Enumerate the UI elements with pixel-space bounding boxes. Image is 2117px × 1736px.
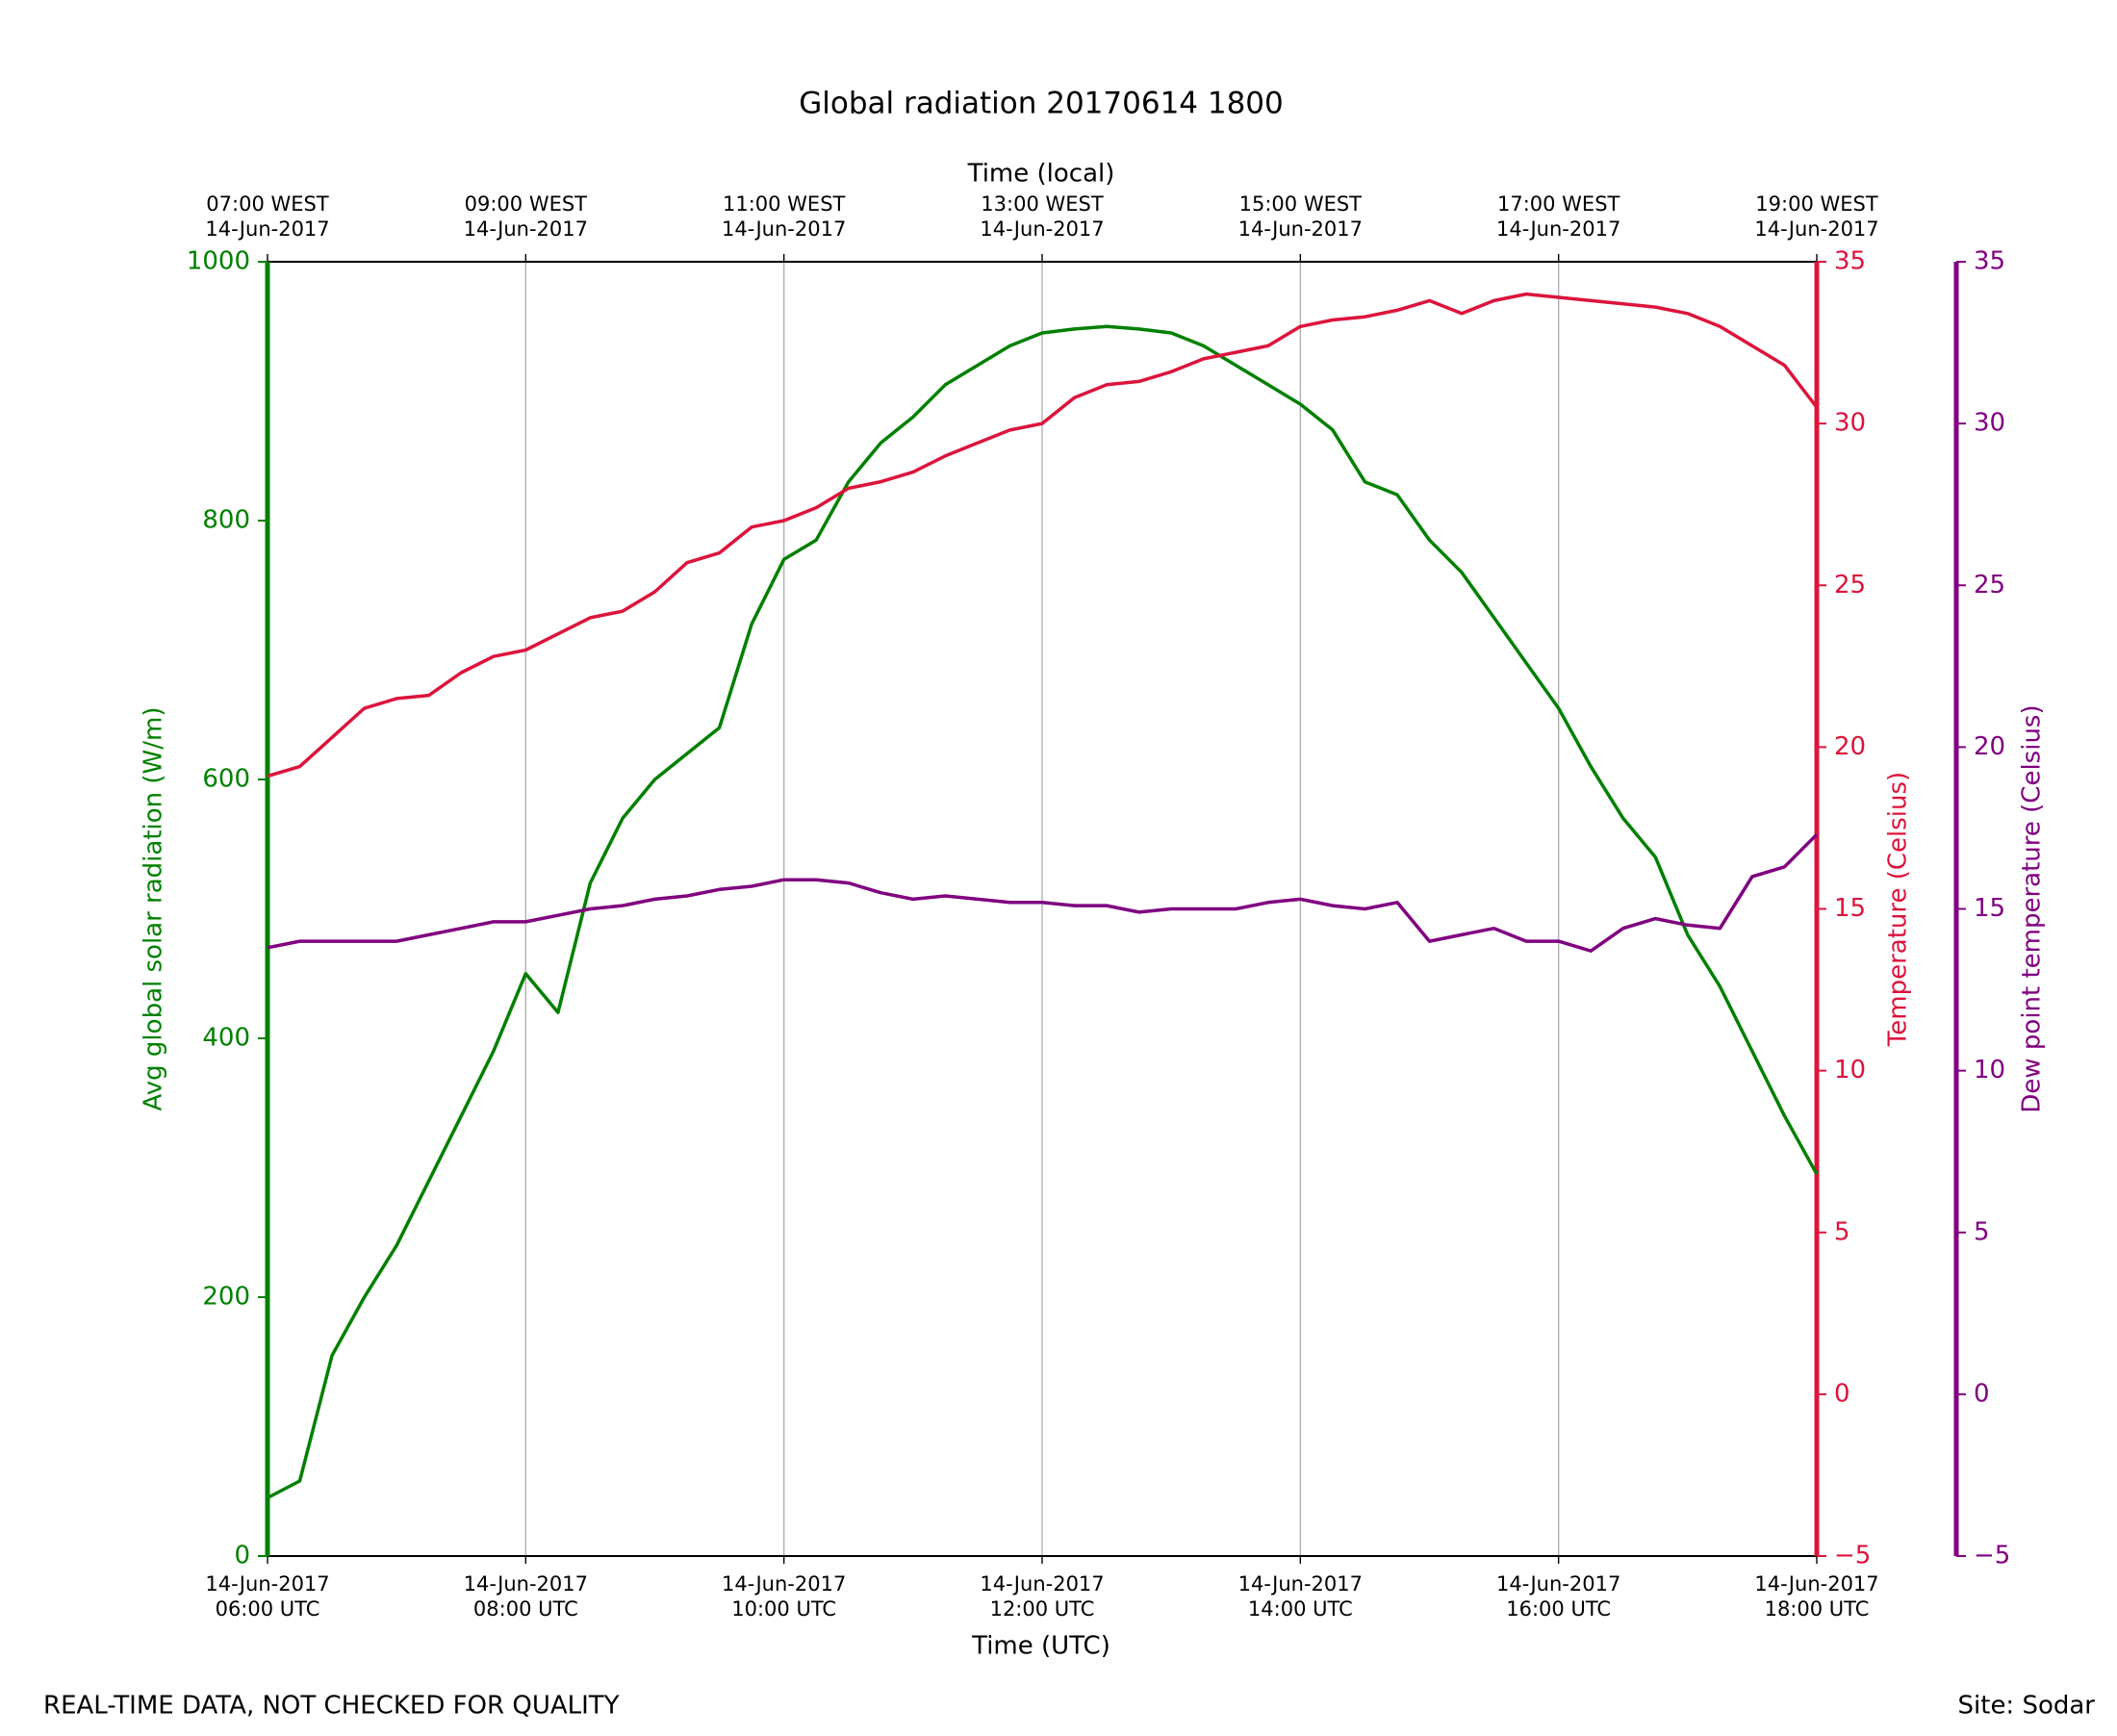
x-tick-label: 14-Jun-2017 [1754,1572,1878,1596]
y3-tick-label: 0 [1974,1379,1990,1408]
x-tick-label: 14-Jun-2017 [1238,1572,1363,1596]
chart-title: Global radiation 20170614 1800 [799,87,1284,121]
x2-tick-label: 11:00 WEST [723,192,846,216]
y3-tick-label: 10 [1974,1056,2005,1085]
x-tick-label: 18:00 UTC [1765,1597,1870,1621]
x-tick-label: 14-Jun-2017 [980,1572,1104,1596]
y-tick-label: 200 [202,1283,250,1312]
x-tick-label: 12:00 UTC [990,1597,1095,1621]
y3-tick-label: −5 [1974,1542,2010,1570]
x-tick-label: 14-Jun-2017 [464,1572,588,1596]
y3-tick-label: 20 [1974,732,2005,761]
x-tick-label: 10:00 UTC [731,1597,836,1621]
x2-tick-label: 09:00 WEST [465,192,588,216]
y-tick-label: 600 [202,765,250,794]
y2-tick-label: 25 [1834,571,1866,600]
y2-tick-label: 20 [1834,732,1866,761]
x-tick-label: 08:00 UTC [473,1597,578,1621]
x2-tick-label: 14-Jun-2017 [980,217,1104,241]
y-axis-label: Avg global solar radiation (W/m) [140,707,168,1111]
x2-tick-label: 19:00 WEST [1755,192,1878,216]
y3-tick-label: 5 [1974,1217,1990,1246]
y2-tick-label: 15 [1834,894,1866,923]
y-tick-label: 400 [202,1024,250,1053]
x2-tick-label: 14-Jun-2017 [722,217,846,241]
x2-tick-label: 15:00 WEST [1239,192,1363,216]
x2-axis-label: Time (local) [967,160,1115,189]
x-tick-label: 14-Jun-2017 [722,1572,846,1596]
y2-tick-label: 5 [1834,1217,1850,1246]
x2-tick-label: 14-Jun-2017 [1754,217,1878,241]
x2-tick-label: 14-Jun-2017 [1238,217,1363,241]
footer-right: Site: Sodar [1958,1692,2096,1721]
series-line [267,832,1819,953]
series-line [267,324,1819,1500]
x-tick-label: 14-Jun-2017 [1496,1572,1620,1596]
x2-tick-label: 13:00 WEST [981,192,1104,216]
x2-tick-label: 17:00 WEST [1497,192,1620,216]
y2-tick-label: 10 [1834,1056,1866,1085]
y2-axis-label: Temperature (Celsius) [1884,772,1913,1047]
y3-tick-label: 30 [1974,409,2005,438]
y3-axis-label: Dew point temperature (Celsius) [2018,704,2047,1112]
x2-tick-label: 14-Jun-2017 [464,217,588,241]
y3-tick-label: 35 [1974,247,2005,276]
y2-tick-label: 0 [1834,1379,1850,1408]
y2-tick-label: −5 [1834,1542,1871,1570]
x-axis-label: Time (UTC) [971,1632,1110,1661]
x-tick-label: 16:00 UTC [1506,1597,1611,1621]
y3-tick-label: 15 [1974,894,2005,923]
x-tick-label: 14-Jun-2017 [205,1572,329,1596]
y-tick-label: 0 [234,1542,250,1570]
y3-tick-label: 25 [1974,571,2005,600]
x2-tick-label: 14-Jun-2017 [205,217,329,241]
y-tick-label: 800 [202,506,250,535]
x2-tick-label: 07:00 WEST [206,192,329,216]
y2-tick-label: 35 [1834,247,1866,276]
series-line [267,292,1819,779]
x2-tick-label: 14-Jun-2017 [1496,217,1620,241]
y2-tick-label: 30 [1834,409,1866,438]
x-tick-label: 14:00 UTC [1248,1597,1353,1621]
footer-left: REAL-TIME DATA, NOT CHECKED FOR QUALITY [43,1692,620,1721]
x-tick-label: 06:00 UTC [216,1597,320,1621]
y-tick-label: 1000 [187,247,250,276]
